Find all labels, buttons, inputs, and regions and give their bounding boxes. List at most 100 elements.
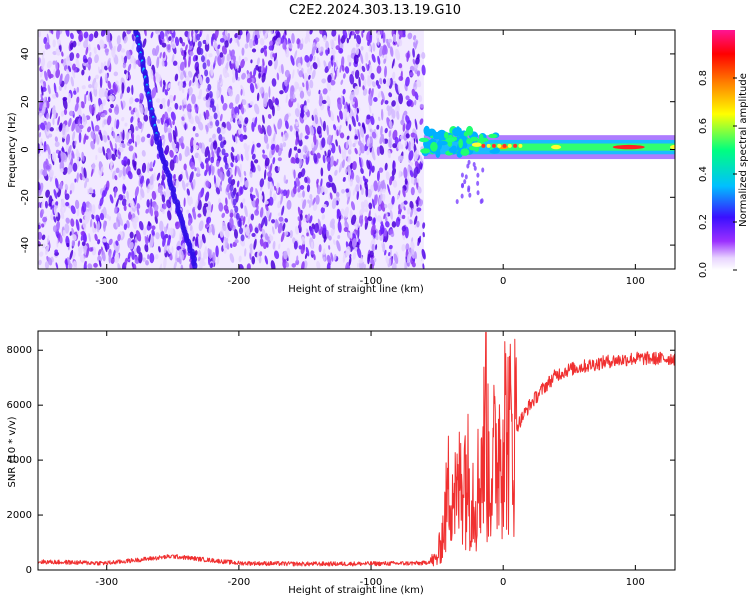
noise-blob bbox=[422, 263, 425, 269]
noise-blob bbox=[186, 209, 190, 214]
noise-blob bbox=[308, 74, 311, 80]
noise-blob bbox=[413, 149, 420, 161]
noise-blob bbox=[119, 147, 124, 153]
noise-blob bbox=[166, 199, 172, 209]
noise-blob bbox=[154, 209, 159, 218]
noise-blob bbox=[323, 60, 327, 69]
noise-blob bbox=[294, 180, 297, 189]
noise-blob bbox=[228, 102, 234, 109]
noise-blob bbox=[132, 159, 137, 171]
noise-blob bbox=[46, 33, 50, 45]
noise-blob bbox=[95, 214, 101, 223]
bottom-y-tick-label: 4000 bbox=[7, 455, 32, 466]
noise-blob bbox=[62, 229, 66, 238]
noise-blob bbox=[174, 147, 179, 153]
noise-blob bbox=[389, 229, 394, 235]
noise-blob bbox=[251, 121, 255, 133]
noise-blob bbox=[259, 207, 264, 218]
noise-blob bbox=[354, 139, 359, 144]
noise-blob bbox=[282, 223, 286, 232]
noise-blob bbox=[142, 38, 147, 48]
noise-blob bbox=[256, 82, 260, 89]
noise-blob bbox=[104, 65, 108, 71]
noise-blob bbox=[154, 81, 158, 94]
top-x-tick-label: -100 bbox=[360, 276, 383, 287]
noise-blob bbox=[335, 191, 340, 198]
noise-blob bbox=[51, 93, 57, 99]
noise-blob bbox=[167, 245, 171, 255]
noise-blob bbox=[139, 103, 144, 115]
top-y-tick-label: 0 bbox=[20, 146, 31, 152]
noise-blob bbox=[169, 149, 174, 158]
noise-blob bbox=[48, 195, 53, 207]
signal-band-core bbox=[489, 143, 675, 151]
noise-blob bbox=[387, 105, 393, 117]
noise-blob bbox=[322, 203, 327, 209]
noise-blob bbox=[238, 30, 243, 36]
noise-blob bbox=[175, 221, 181, 230]
noise-blob bbox=[56, 39, 62, 46]
noise-blob bbox=[173, 260, 178, 269]
noise-blob bbox=[373, 96, 378, 102]
noise-blob bbox=[306, 68, 312, 75]
noise-blob bbox=[216, 255, 220, 265]
noise-blob bbox=[123, 36, 128, 44]
noise-blob bbox=[360, 218, 364, 228]
noise-blob bbox=[385, 255, 390, 265]
noise-blob bbox=[407, 98, 413, 106]
noise-blob bbox=[114, 118, 117, 129]
noise-blob bbox=[249, 243, 253, 250]
top-y-tick-label: -20 bbox=[20, 189, 31, 205]
noise-blob bbox=[323, 256, 326, 262]
noise-blob bbox=[210, 64, 214, 77]
noise-blob bbox=[99, 39, 105, 49]
noise-blob bbox=[352, 96, 357, 103]
noise-blob bbox=[77, 240, 81, 247]
noise-blob bbox=[40, 93, 44, 101]
noise-blob bbox=[401, 144, 404, 150]
noise-blob bbox=[224, 237, 229, 248]
noise-blob bbox=[380, 180, 387, 191]
noise-blob bbox=[356, 247, 362, 259]
noise-blob bbox=[415, 57, 420, 65]
noise-blob bbox=[174, 73, 179, 82]
noise-blob bbox=[124, 122, 128, 127]
noise-blob bbox=[54, 141, 60, 148]
noise-blob bbox=[185, 182, 189, 187]
noise-blob bbox=[131, 250, 135, 261]
noise-blob bbox=[264, 233, 269, 241]
noise-blob bbox=[251, 153, 256, 160]
noise-blob bbox=[354, 69, 360, 80]
noise-blob bbox=[240, 202, 244, 209]
noise-blob bbox=[363, 199, 369, 208]
noise-blob bbox=[205, 99, 211, 108]
noise-blob bbox=[386, 38, 391, 49]
noise-blob bbox=[341, 65, 345, 72]
noise-blob bbox=[123, 204, 127, 212]
noise-blob bbox=[380, 99, 384, 106]
noise-blob bbox=[40, 85, 44, 96]
noise-blob bbox=[391, 195, 395, 205]
noise-blob bbox=[387, 38, 393, 43]
noise-blob bbox=[330, 221, 335, 230]
noise-blob bbox=[262, 114, 265, 124]
noise-blob bbox=[284, 69, 290, 78]
noise-blob bbox=[94, 233, 98, 242]
noise-blob bbox=[382, 242, 386, 253]
noise-blob bbox=[154, 254, 159, 260]
noise-blob bbox=[245, 226, 250, 236]
noise-blob bbox=[272, 157, 276, 165]
noise-blob bbox=[376, 30, 381, 41]
noise-blob bbox=[72, 260, 78, 269]
noise-blob bbox=[136, 206, 140, 216]
noise-blob bbox=[70, 76, 74, 87]
noise-blob bbox=[204, 191, 210, 202]
noise-blob bbox=[347, 149, 352, 155]
signal-patch bbox=[435, 149, 441, 158]
noise-blob bbox=[361, 187, 364, 196]
colorbar-label: Normalized spectral amplitude bbox=[738, 73, 749, 227]
noise-blob bbox=[250, 163, 256, 173]
noise-blob bbox=[163, 150, 169, 155]
noise-blob bbox=[330, 155, 334, 168]
noise-blob bbox=[219, 113, 223, 122]
